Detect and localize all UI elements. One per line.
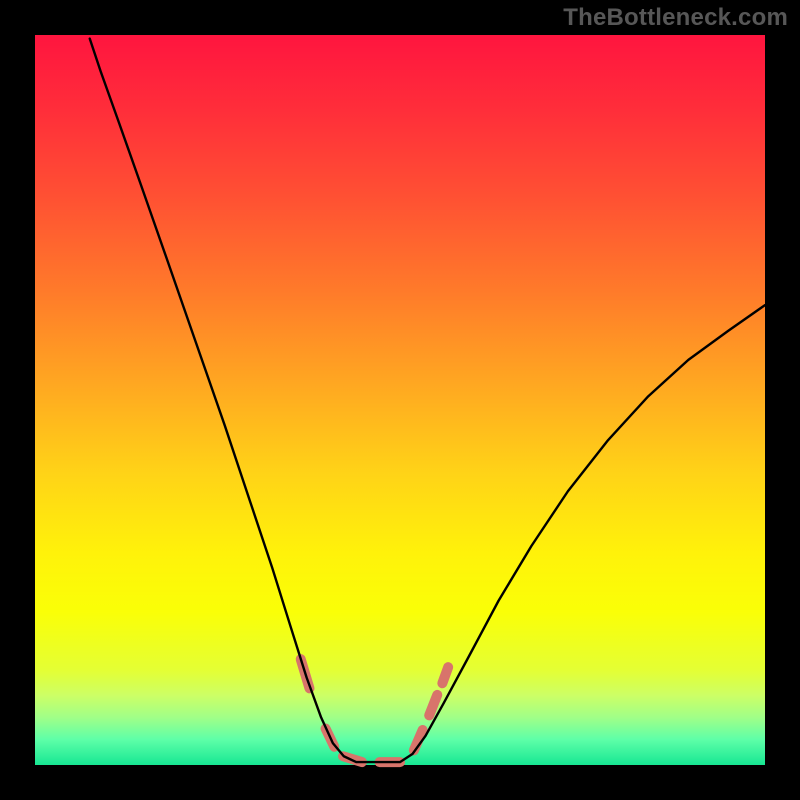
- highlight-segment: [442, 667, 448, 683]
- bottleneck-chart: [0, 0, 800, 800]
- chart-frame: TheBottleneck.com: [0, 0, 800, 800]
- watermark-text: TheBottleneck.com: [563, 4, 788, 32]
- plot-background: [35, 35, 765, 765]
